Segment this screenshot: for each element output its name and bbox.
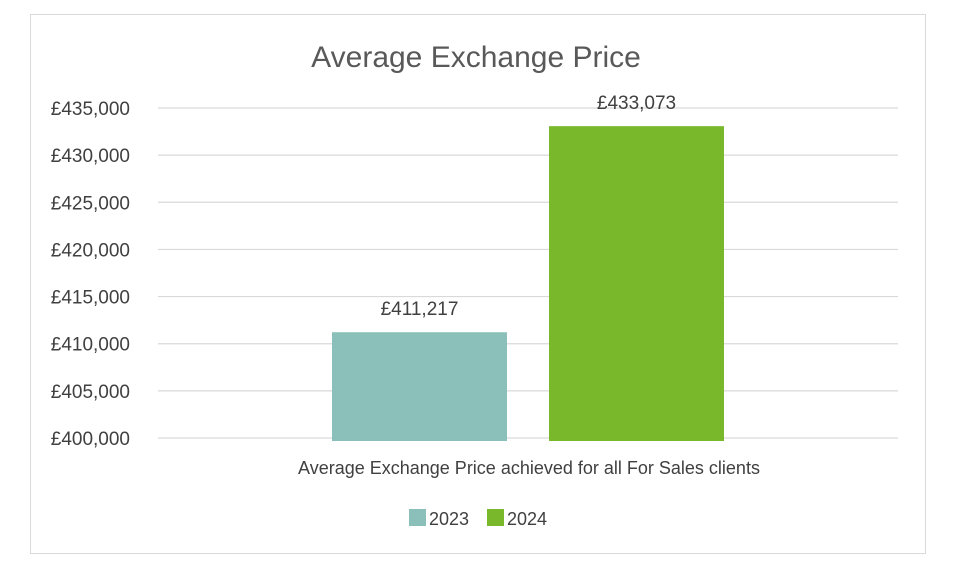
legend-swatch-2023 (409, 509, 426, 526)
y-tick-label: £400,000 (51, 429, 130, 450)
x-axis-category-label: Average Exchange Price achieved for all … (298, 458, 760, 478)
legend: 2023 2024 (409, 509, 547, 529)
y-tick-label: £420,000 (51, 240, 130, 261)
y-tick-label: £425,000 (51, 193, 130, 214)
data-label-2024: £433,073 (597, 93, 676, 114)
legend-swatch-2024 (487, 509, 504, 526)
y-tick-label: £430,000 (51, 146, 130, 167)
y-tick-label: £415,000 (51, 288, 130, 309)
y-axis-tick-labels: £435,000 £430,000 £425,000 £420,000 £415,000… (51, 99, 130, 450)
legend-label-2024: 2024 (507, 509, 547, 529)
y-tick-label: £405,000 (51, 382, 130, 403)
chart-title: Average Exchange Price (311, 41, 641, 74)
y-tick-label: £435,000 (51, 99, 130, 120)
chart-frame (30, 14, 926, 554)
legend-label-2023: 2023 (429, 509, 469, 529)
bars (332, 126, 724, 441)
bar-2024 (549, 126, 724, 441)
bar-2023 (332, 332, 507, 441)
data-labels: £411,217 £433,073 (381, 93, 677, 320)
data-label-2023: £411,217 (381, 299, 459, 320)
gridlines (158, 107, 898, 439)
y-tick-label: £410,000 (51, 335, 130, 356)
